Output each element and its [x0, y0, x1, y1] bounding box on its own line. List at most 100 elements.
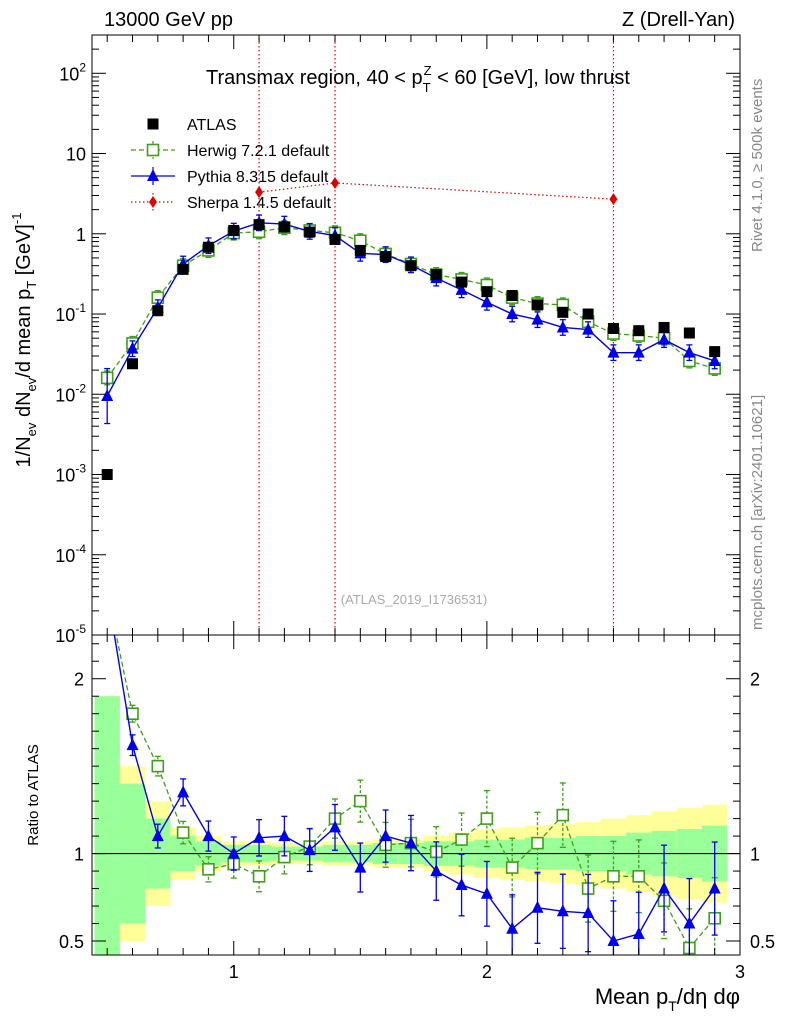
ratio-ylabel: Ratio to ATLAS [25, 744, 42, 845]
ratio-pythia-point [455, 878, 468, 891]
ratio-ytick-label: 0.5 [59, 932, 84, 952]
atlas-point [607, 323, 619, 335]
atlas-point [481, 286, 493, 298]
ratio-herwig-point [252, 870, 266, 883]
ratio-herwig-point [505, 861, 519, 874]
atlas-point [304, 226, 316, 238]
legend-marker-2 [147, 169, 159, 181]
atlas-point [557, 306, 569, 318]
ratio-pythia-point [126, 738, 139, 751]
ratio-pythia-point [556, 904, 569, 917]
main-ytick-label: 10-3 [55, 462, 86, 486]
ratio-pythia-point [506, 921, 519, 934]
ratio-herwig-point [102, 586, 113, 597]
ratio-ytick-label-right: 1 [750, 845, 760, 865]
atlas-point [506, 290, 518, 302]
legend: ATLAS Herwig 7.2.1 default Pythia 8.315 de… [131, 117, 332, 212]
ratio-ytick-label-right: 2 [750, 670, 760, 690]
ratio-herwig-point [176, 826, 190, 839]
ratio-pythia-point [430, 864, 443, 877]
watermark: (ATLAS_2019_I1736531) [341, 592, 487, 607]
ratio-xtick-label: 1 [229, 962, 239, 982]
pythia-point [658, 332, 671, 345]
pythia-point [506, 307, 519, 320]
atlas-point [278, 221, 290, 233]
pythia-point [683, 345, 696, 358]
atlas-point [658, 321, 670, 333]
atlas-point [633, 325, 645, 337]
main-ytick-label: 10-4 [55, 542, 86, 566]
ratio-pythia-point [531, 900, 544, 913]
ratio-pythia-point [278, 829, 291, 842]
ratio-pythia-point [101, 584, 113, 596]
legend-label: Sherpa 1.4.5 default [187, 195, 332, 212]
atlas-point [101, 469, 113, 481]
atlas-point [177, 263, 189, 275]
pythia-point [632, 345, 645, 358]
atlas-point [380, 251, 392, 263]
main-title: Transmax region, 40 < pTZ < 60 [GeV], lo… [206, 63, 630, 95]
pythia-point [126, 341, 139, 354]
ratio-pythia-point [379, 829, 392, 842]
atlas-point [127, 358, 138, 370]
legend-label: Pythia 8.315 default [187, 169, 329, 186]
ratio-pythia-point [404, 836, 417, 849]
ratio-herwig-point [151, 759, 165, 773]
main-ytick-label: 10-2 [55, 381, 86, 405]
ratio-panel: 0.5 0.5 1 1 2 2 1 2 3 Ratio to ATLAS Mean pT/dη … [25, 584, 775, 1014]
ratio-pythia-point [329, 820, 341, 833]
main-ylabel: 1/Nev dNev/d mean pT [GeV]-1 [9, 213, 39, 468]
ratio-pythia-point [582, 906, 595, 919]
ratio-pythia-point [177, 785, 190, 798]
main-panel: 10-5 10-4 10-3 10-2 10-1 1 10 102 Transmax regi… [9, 34, 741, 646]
atlas-point [253, 219, 265, 231]
ratio-herwig-point [556, 808, 570, 822]
ratio-herwig-line [115, 635, 716, 950]
pythia-line [106, 222, 715, 397]
atlas-point [329, 233, 341, 245]
ratio-herwig-point [354, 794, 367, 808]
ratio-pythia-point [632, 927, 645, 940]
atlas-point [228, 224, 240, 236]
atlas-point [456, 276, 468, 288]
ratio-herwig-point [480, 812, 494, 825]
ratio-pythia-point [151, 829, 164, 842]
atlas-point [683, 327, 695, 339]
legend-marker-3 [149, 196, 157, 208]
herwig-line [106, 227, 715, 379]
ratio-herwig-point [202, 863, 215, 876]
ratio-herwig-point [632, 870, 646, 883]
ratio-xlabel: Mean pT/dη dφ [595, 984, 740, 1014]
energy-label: 13000 GeV pp [104, 9, 233, 31]
legend-label: ATLAS [187, 117, 237, 134]
sherpa-point [255, 186, 264, 199]
rivet-label: Rivet 4.1.0, ≥ 500k events [749, 79, 766, 252]
main-ytick-label: 10 [66, 145, 86, 165]
atlas-point [405, 260, 417, 272]
atlas-point [152, 305, 164, 317]
pythia-point [556, 320, 569, 333]
pythia-point [531, 312, 544, 325]
legend-label: Herwig 7.2.1 default [187, 143, 330, 160]
atlas-point [709, 346, 721, 358]
ratio-pythia-point [708, 881, 721, 894]
process-label: Z (Drell-Yan) [622, 9, 735, 31]
ratio-pythia-point [202, 829, 215, 842]
pythia-point [480, 295, 493, 308]
main-ytick-label: 10-1 [55, 301, 86, 325]
ratio-xtick-label: 3 [735, 962, 745, 982]
ratio-pythia-point [227, 846, 240, 859]
ratio-ytick-label: 2 [74, 670, 84, 690]
ratio-band-inner [94, 696, 120, 955]
atlas-point [202, 241, 214, 253]
ratio-xtick-label: 2 [482, 962, 492, 982]
pythia-point [101, 389, 114, 402]
ratio-pythia-point [480, 886, 493, 899]
main-ytick-label: 1 [76, 225, 86, 245]
ratio-ytick-label: 1 [74, 845, 84, 865]
atlas-point [532, 299, 543, 311]
pythia-point [455, 282, 468, 295]
atlas-point [582, 308, 594, 320]
atlas-point [430, 269, 442, 281]
